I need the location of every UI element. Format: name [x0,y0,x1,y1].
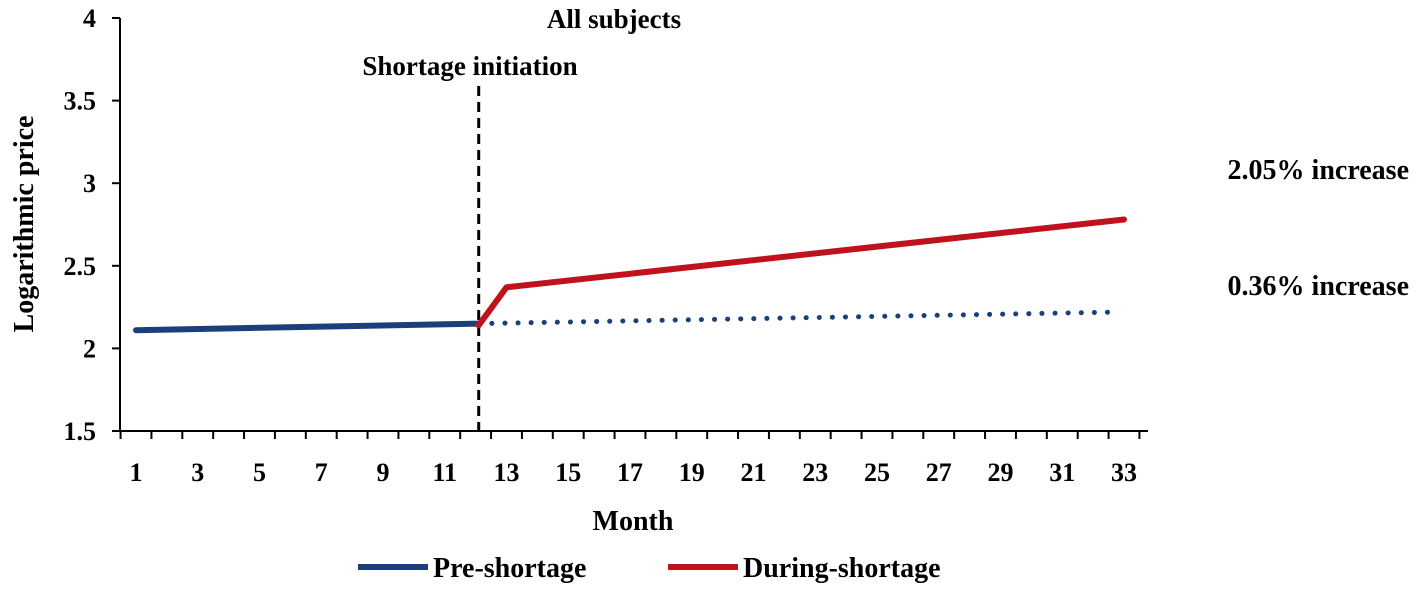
legend-label-during-shortage: During-shortage [743,553,941,584]
x-tick-label: 13 [494,458,520,487]
y-tick-label: 3 [83,169,96,198]
x-tick-label: 23 [802,458,828,487]
pre-shortage-line [133,320,482,334]
x-tick-label: 9 [377,458,390,487]
x-axis-title: Month [593,506,674,537]
y-tick-label: 3.5 [64,87,97,116]
legend: Pre-shortage During-shortage [358,553,941,584]
x-tick-label: 33 [1111,458,1137,487]
y-tick-label: 2 [83,334,96,363]
x-tick-label: 31 [1049,458,1075,487]
during-shortage-line [475,216,1127,329]
axes: 1.522.533.541 3 5 7 9 11 13 15 17 19 21 23 25 27 29 31 3… [64,4,1148,487]
x-tick-label: 29 [988,458,1014,487]
y-tick-label: 2.5 [64,252,97,281]
x-tick-label: 7 [315,458,328,487]
x-tick-label: 17 [617,458,643,487]
x-tick-label: 11 [432,458,457,487]
x-tick-label: 21 [741,458,767,487]
x-tick-label: 25 [864,458,890,487]
pre-shortage-trend-line [476,309,1118,327]
x-tick-label: 19 [679,458,705,487]
y-axis-title: Logarithmic price [9,116,40,333]
annotation-pre-increase: 0.36% increase [1228,271,1409,302]
x-tick-label: 3 [191,458,204,487]
chart-title: All subjects [547,4,681,34]
series-lines [133,86,1127,431]
y-tick-label: 1.5 [64,417,97,446]
x-tick-label: 5 [253,458,266,487]
legend-label-pre-shortage: Pre-shortage [433,553,586,584]
y-tick-label: 4 [83,4,96,33]
x-tick-label: 15 [555,458,581,487]
x-tick-label: 27 [926,458,952,487]
annotation-during-increase: 2.05% increase [1228,155,1409,186]
vline-label: Shortage initiation [362,51,577,81]
x-tick-label: 1 [130,458,143,487]
